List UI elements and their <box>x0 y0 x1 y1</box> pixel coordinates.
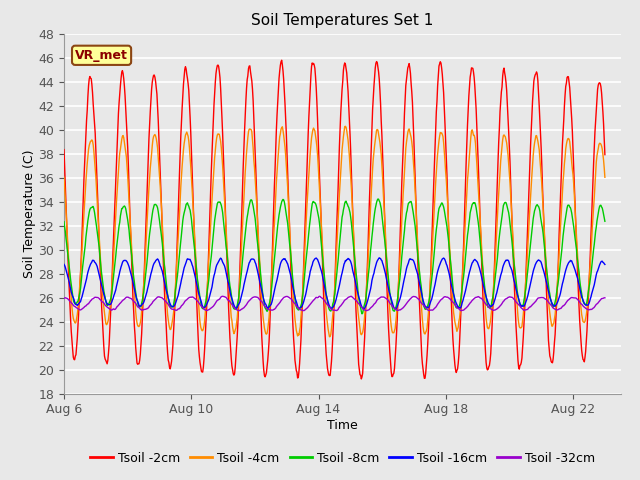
Tsoil -16cm <box>122 257 129 263</box>
Title: Soil Temperatures Set 1: Soil Temperatures Set 1 <box>252 13 433 28</box>
Tsoil -2cm <box>601 152 609 157</box>
Tsoil -8cm <box>358 311 366 317</box>
X-axis label: Time: Time <box>327 419 358 432</box>
Tsoil -8cm <box>340 204 348 210</box>
Y-axis label: Soil Temperature (C): Soil Temperature (C) <box>22 149 36 278</box>
Tsoil -4cm <box>133 320 141 326</box>
Tsoil -2cm <box>170 330 177 336</box>
Tsoil -2cm <box>278 58 285 63</box>
Tsoil -32cm <box>601 295 609 300</box>
Tsoil -2cm <box>133 360 141 366</box>
Line: Tsoil -4cm: Tsoil -4cm <box>64 126 605 337</box>
Line: Tsoil -2cm: Tsoil -2cm <box>64 60 605 379</box>
Tsoil -32cm <box>363 308 371 313</box>
Legend: Tsoil -2cm, Tsoil -4cm, Tsoil -8cm, Tsoil -16cm, Tsoil -32cm: Tsoil -2cm, Tsoil -4cm, Tsoil -8cm, Tsoi… <box>85 447 600 469</box>
Tsoil -32cm <box>133 303 141 309</box>
Tsoil -16cm <box>376 255 383 261</box>
Line: Tsoil -8cm: Tsoil -8cm <box>64 199 605 314</box>
Tsoil -32cm <box>60 295 68 301</box>
Tsoil -2cm <box>341 60 349 66</box>
Tsoil -4cm <box>60 174 68 180</box>
Tsoil -4cm <box>170 310 177 316</box>
Tsoil -32cm <box>387 301 395 307</box>
Tsoil -16cm <box>475 263 483 269</box>
Tsoil -2cm <box>387 369 395 374</box>
Tsoil -2cm <box>475 176 483 181</box>
Tsoil -16cm <box>387 296 395 302</box>
Tsoil -16cm <box>340 261 348 267</box>
Tsoil -4cm <box>342 123 349 129</box>
Tsoil -2cm <box>122 106 129 111</box>
Tsoil -32cm <box>341 297 349 303</box>
Tsoil -8cm <box>387 299 395 305</box>
Tsoil -2cm <box>358 376 365 382</box>
Tsoil -4cm <box>122 149 129 155</box>
Tsoil -8cm <box>122 206 129 212</box>
Line: Tsoil -32cm: Tsoil -32cm <box>64 296 605 311</box>
Tsoil -16cm <box>170 304 177 310</box>
Tsoil -8cm <box>601 218 609 224</box>
Tsoil -32cm <box>170 307 177 312</box>
Text: VR_met: VR_met <box>75 49 128 62</box>
Tsoil -4cm <box>601 174 609 180</box>
Tsoil -4cm <box>475 194 483 200</box>
Tsoil -4cm <box>387 323 395 329</box>
Tsoil -32cm <box>316 293 323 299</box>
Tsoil -16cm <box>133 297 141 303</box>
Tsoil -8cm <box>475 224 483 230</box>
Tsoil -2cm <box>60 147 68 153</box>
Tsoil -8cm <box>60 219 68 225</box>
Line: Tsoil -16cm: Tsoil -16cm <box>64 258 605 309</box>
Tsoil -32cm <box>475 294 483 300</box>
Tsoil -32cm <box>122 295 129 300</box>
Tsoil -4cm <box>326 334 333 340</box>
Tsoil -16cm <box>601 262 609 267</box>
Tsoil -8cm <box>374 196 381 202</box>
Tsoil -16cm <box>360 306 368 312</box>
Tsoil -8cm <box>133 297 141 302</box>
Tsoil -16cm <box>60 262 68 267</box>
Tsoil -8cm <box>170 302 177 308</box>
Tsoil -4cm <box>341 124 349 130</box>
